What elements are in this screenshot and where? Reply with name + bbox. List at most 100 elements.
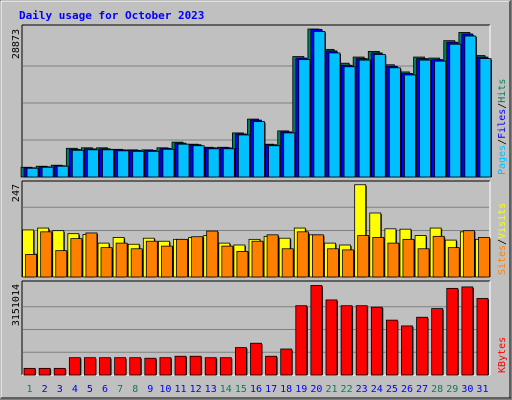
legend-part: Pages [497, 145, 508, 175]
bar-kbytes-14 [219, 357, 232, 376]
series-kbytes [23, 285, 489, 376]
bar-sites-18 [281, 248, 294, 278]
bar-pages-16 [253, 121, 265, 178]
day-label-10: 10 [159, 384, 171, 395]
day-label-3: 3 [57, 384, 63, 395]
bar-kbytes-2 [38, 367, 51, 376]
bar-kbytes-12 [189, 355, 202, 376]
bar-sites-15 [236, 250, 249, 278]
day-label-31: 31 [476, 384, 488, 395]
day-label-15: 15 [235, 384, 247, 395]
bar-kbytes-29 [446, 287, 459, 376]
bar-pages-27 [419, 59, 431, 178]
bar-sites-26 [402, 238, 415, 278]
bar-pages-30 [464, 35, 477, 178]
bar-pages-20 [313, 31, 326, 178]
panel-max-label: 3151014 [11, 284, 22, 326]
bar-sites-8 [130, 248, 143, 278]
day-label-30: 30 [461, 384, 473, 395]
bar-pages-3 [56, 165, 69, 178]
bar-pages-4 [71, 149, 84, 178]
bar-pages-13 [207, 148, 220, 178]
day-label-25: 25 [386, 384, 398, 395]
bar-kbytes-1 [23, 367, 36, 376]
bar-kbytes-27 [416, 316, 428, 376]
day-label-8: 8 [132, 384, 138, 395]
day-label-4: 4 [72, 384, 78, 395]
bar-pages-1 [26, 167, 39, 178]
bar-pages-15 [238, 134, 250, 178]
panel-max-label: 28873 [11, 29, 22, 59]
bar-sites-13 [206, 230, 219, 278]
bar-kbytes-8 [129, 357, 142, 376]
bar-pages-2 [41, 166, 54, 178]
day-label-9: 9 [147, 384, 153, 395]
bar-pages-7 [117, 150, 130, 178]
bar-kbytes-10 [159, 357, 172, 376]
bar-sites-4 [70, 238, 83, 278]
day-label-1: 1 [27, 384, 33, 395]
bar-pages-8 [132, 150, 145, 178]
bar-pages-19 [298, 59, 311, 178]
bar-pages-5 [87, 149, 99, 178]
legend-part: Files [497, 109, 508, 139]
bar-sites-2 [40, 231, 53, 278]
bar-kbytes-15 [235, 347, 247, 376]
bar-sites-3 [55, 250, 68, 278]
day-label-7: 7 [117, 384, 123, 395]
bar-sites-28 [432, 235, 445, 278]
bar-kbytes-13 [204, 357, 217, 376]
bar-sites-27 [417, 248, 430, 278]
bar-pages-22 [343, 66, 356, 178]
bar-sites-20 [311, 234, 324, 278]
bar-pages-18 [283, 132, 296, 178]
legend-label-hits-files-pages: Pages/Files/Hits [497, 79, 508, 175]
bar-pages-25 [388, 67, 401, 178]
legend-part: Sites [497, 245, 508, 275]
bar-kbytes-21 [325, 299, 338, 376]
legend-part: KBytes [497, 337, 508, 373]
bar-kbytes-9 [144, 357, 157, 376]
day-label-18: 18 [280, 384, 292, 395]
bar-kbytes-30 [461, 286, 474, 376]
day-label-24: 24 [371, 384, 383, 395]
legend-label-visits-sites: Sites/Visits [497, 203, 508, 275]
legend-part: Hits [497, 79, 508, 103]
bar-sites-14 [221, 245, 234, 278]
bar-kbytes-22 [340, 305, 353, 376]
bar-sites-30 [462, 230, 475, 278]
day-label-26: 26 [401, 384, 413, 395]
bar-kbytes-23 [355, 305, 368, 376]
panel-visits-sites: 247 [11, 180, 491, 278]
bar-sites-29 [447, 247, 460, 278]
bar-sites-31 [478, 237, 490, 278]
bar-sites-19 [296, 231, 309, 278]
bar-sites-9 [145, 240, 158, 278]
bar-kbytes-16 [250, 342, 262, 376]
bar-pages-6 [102, 149, 114, 178]
bar-pages-10 [162, 148, 175, 178]
day-label-17: 17 [265, 384, 277, 395]
bar-kbytes-28 [431, 308, 444, 376]
bar-kbytes-19 [295, 305, 308, 376]
bar-kbytes-18 [280, 348, 293, 376]
day-label-11: 11 [174, 384, 186, 395]
bar-kbytes-17 [265, 355, 277, 376]
legend-label-kbytes: KBytes [497, 337, 508, 373]
bar-sites-5 [85, 232, 98, 278]
panel-kbytes: 3151014 [11, 280, 491, 376]
panel-hits-files-pages: 28873 [11, 24, 492, 178]
bar-kbytes-6 [99, 357, 111, 376]
bar-kbytes-26 [401, 325, 413, 376]
bar-kbytes-25 [385, 319, 398, 376]
legend-part: / [497, 239, 508, 245]
legend-part: / [497, 103, 508, 109]
day-label-13: 13 [205, 384, 217, 395]
bar-sites-11 [176, 238, 188, 278]
day-label-14: 14 [220, 384, 232, 395]
bar-sites-12 [191, 236, 204, 278]
day-label-6: 6 [102, 384, 108, 395]
legend-part: Visits [497, 203, 508, 239]
